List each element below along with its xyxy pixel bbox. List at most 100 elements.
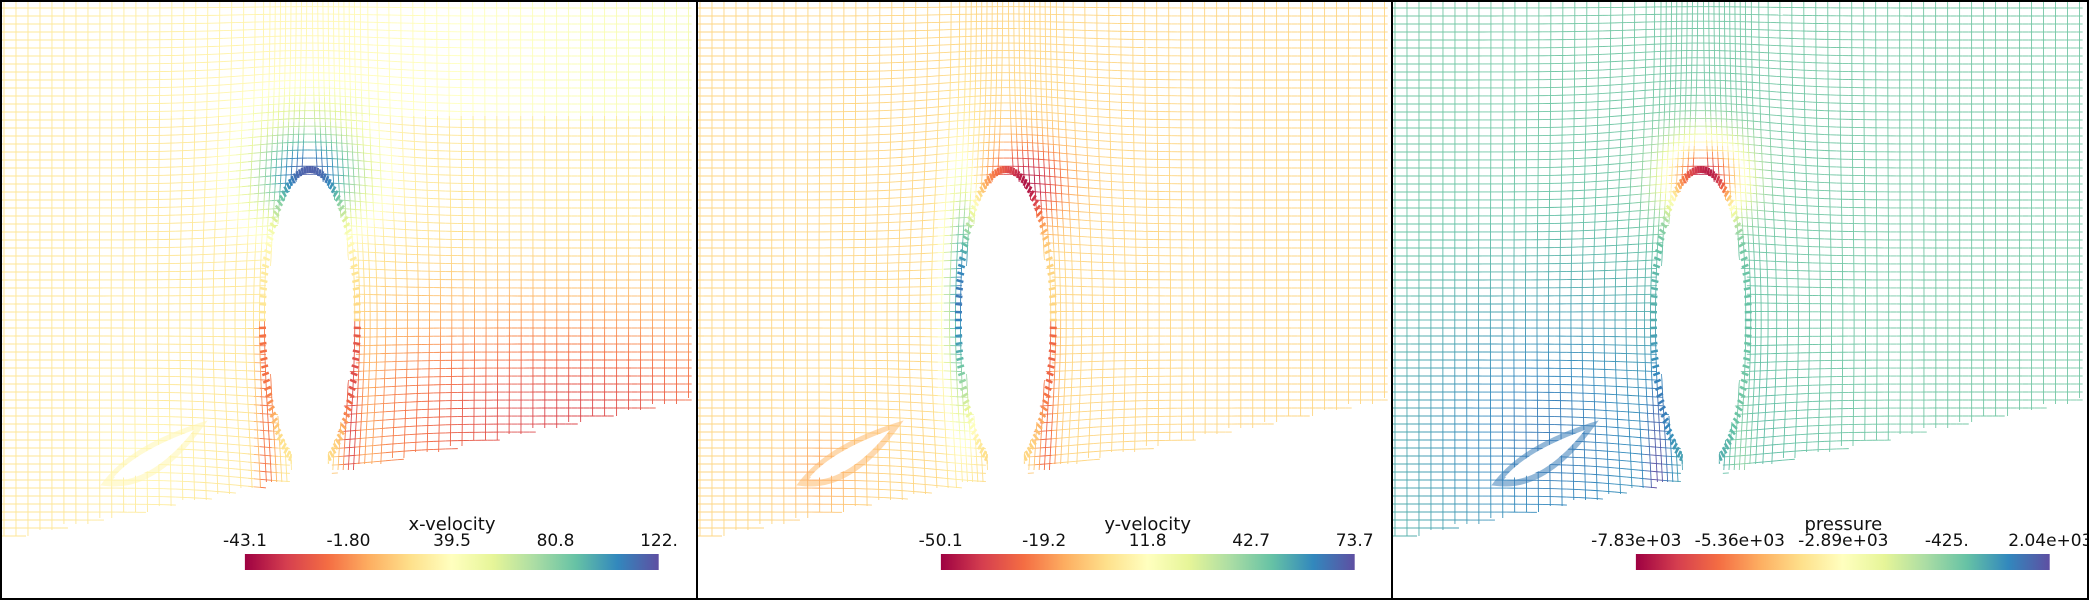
mesh-edge	[241, 129, 248, 131]
mesh-edge	[229, 186, 236, 189]
mesh-edge	[241, 121, 248, 124]
mesh-edge	[361, 168, 368, 170]
mesh-edge	[379, 114, 386, 116]
mesh-edge	[367, 185, 374, 187]
mesh-edge	[229, 138, 236, 140]
mesh-edge	[391, 131, 398, 133]
mesh-edge	[241, 161, 248, 163]
mesh-edge	[361, 112, 368, 115]
mesh-edge	[259, 151, 266, 154]
mesh-edge	[367, 169, 374, 171]
mesh-edge	[367, 121, 374, 123]
mesh-edge	[379, 130, 386, 132]
mesh-edge	[391, 155, 398, 157]
mesh-edge	[367, 137, 374, 139]
mesh-edge	[373, 177, 380, 180]
mesh-edge	[373, 153, 380, 155]
mesh-edge	[391, 163, 398, 165]
mesh-edge	[253, 112, 260, 115]
mesh-edge	[247, 105, 254, 107]
mesh-edge	[235, 186, 242, 188]
mesh-plot-x-velocity	[2, 2, 692, 570]
mesh-edge	[361, 192, 368, 195]
mesh-edge	[373, 106, 380, 108]
mesh-edge	[235, 106, 242, 108]
mesh-edge	[229, 122, 236, 125]
mesh-edge	[379, 146, 386, 148]
mesh-edge	[241, 193, 248, 196]
mesh-edge	[361, 105, 368, 107]
mesh-edge	[247, 193, 254, 195]
mesh-edge	[373, 169, 380, 172]
mesh-edge	[385, 186, 392, 189]
mesh-edge	[235, 137, 242, 140]
mesh-edge	[259, 127, 266, 130]
mesh-edge	[385, 154, 392, 157]
mesh-edge	[385, 170, 392, 173]
mesh-edge	[235, 178, 242, 180]
mesh-edge	[391, 139, 398, 141]
mesh-edge	[253, 192, 260, 195]
mesh-edge	[247, 201, 254, 203]
mesh-edge	[253, 104, 260, 107]
mesh-edge	[385, 114, 392, 117]
mesh-edge	[373, 194, 380, 196]
panel-x-velocity: x-velocity -43.1 -1.80 39.5 80.8 122.	[2, 2, 698, 598]
mesh-edge	[241, 113, 248, 116]
mesh-edge	[235, 169, 242, 172]
mesh-edge	[241, 169, 248, 171]
mesh-edge	[391, 171, 398, 173]
mesh-edge	[247, 144, 254, 147]
mesh-edge	[373, 161, 380, 164]
mesh-edge	[385, 162, 392, 165]
mesh-edge	[379, 122, 386, 124]
mesh-edge	[241, 185, 248, 188]
mesh-edge	[229, 178, 236, 181]
mesh-lines	[2, 2, 692, 537]
mesh-edge	[355, 184, 362, 186]
mesh-edge	[361, 120, 368, 123]
mesh-edge	[367, 113, 374, 115]
mesh-edge	[241, 202, 248, 204]
mesh-edge	[229, 130, 236, 133]
mesh-edge	[229, 194, 236, 197]
mesh-edge	[223, 123, 230, 125]
mesh-edge	[253, 120, 260, 122]
mesh-edge	[253, 136, 260, 138]
mesh-edge	[259, 159, 266, 162]
mesh-edge	[355, 159, 362, 162]
mesh-edge	[247, 152, 254, 155]
mesh-edge	[235, 122, 242, 124]
mesh-edge	[253, 152, 260, 154]
mesh-edge	[373, 137, 380, 140]
mesh-edge	[379, 186, 386, 188]
mesh-edge	[235, 114, 242, 116]
mesh-edge	[223, 139, 230, 141]
mesh-edge	[223, 131, 230, 133]
mesh-edge	[223, 179, 230, 181]
mesh-edge	[259, 175, 266, 178]
mesh-edge	[349, 135, 356, 137]
mesh-edge	[373, 185, 380, 188]
mesh-edge	[379, 154, 386, 156]
mesh-edge	[379, 194, 386, 196]
mesh-edge	[253, 168, 260, 170]
mesh-edge	[247, 113, 254, 115]
mesh-edge	[379, 138, 386, 140]
mesh-edge	[253, 128, 260, 130]
mesh-edge	[223, 147, 230, 149]
mesh-edge	[241, 153, 248, 155]
mesh-edge	[379, 162, 386, 164]
mesh-edge	[235, 161, 242, 164]
mesh-edge	[229, 162, 236, 164]
mesh-edge	[229, 114, 236, 117]
mesh-edge	[355, 143, 362, 146]
mesh-edge	[241, 145, 248, 147]
mesh-edge	[373, 202, 380, 204]
mesh-edge	[355, 112, 362, 114]
mesh-edge	[349, 143, 356, 145]
mesh-edge	[253, 144, 260, 146]
mesh-edge	[367, 129, 374, 131]
mesh-edge	[253, 160, 260, 162]
